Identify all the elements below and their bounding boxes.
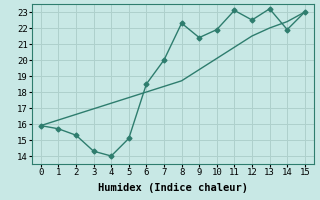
- X-axis label: Humidex (Indice chaleur): Humidex (Indice chaleur): [98, 183, 248, 193]
